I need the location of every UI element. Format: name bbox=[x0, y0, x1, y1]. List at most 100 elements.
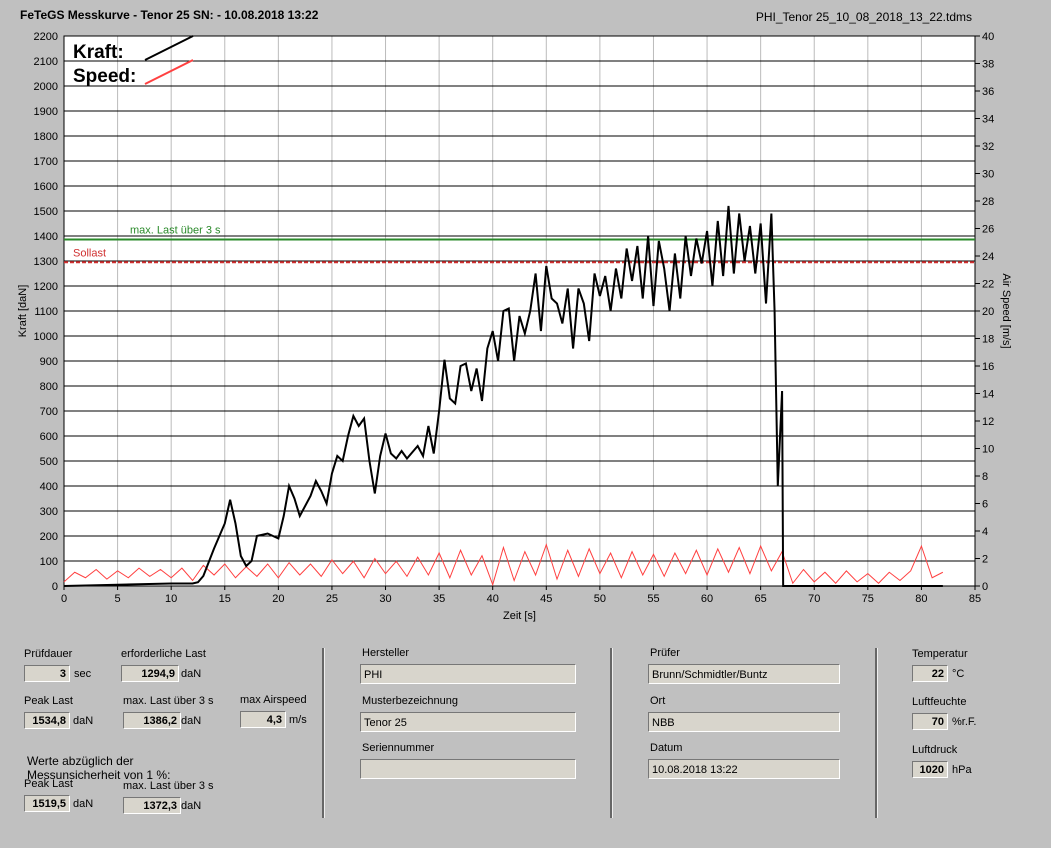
y-tick-label: 800 bbox=[40, 381, 58, 393]
y-tick-label: 1500 bbox=[34, 206, 58, 218]
field-unit: °C bbox=[952, 668, 965, 680]
y2-tick-label: 34 bbox=[982, 114, 994, 126]
y-tick-label: 100 bbox=[40, 556, 58, 568]
y2-tick-label: 6 bbox=[982, 499, 988, 511]
field-label: max. Last über 3 s bbox=[123, 780, 214, 792]
y2-tick-label: 36 bbox=[982, 86, 994, 98]
field-label: max. Last über 3 s bbox=[123, 695, 214, 707]
field-value: 10.08.2018 13:22 bbox=[648, 759, 840, 779]
y-tick-label: 900 bbox=[40, 356, 58, 368]
y2-tick-label: 16 bbox=[982, 361, 994, 373]
field-label: Ort bbox=[650, 695, 666, 707]
field-value: NBB bbox=[648, 712, 840, 732]
x-tick-label: 5 bbox=[115, 593, 121, 605]
y2-tick-label: 0 bbox=[982, 581, 988, 593]
y2-tick-label: 26 bbox=[982, 224, 994, 236]
y-tick-label: 1200 bbox=[34, 281, 58, 293]
x-tick-label: 30 bbox=[379, 593, 391, 605]
y-tick-label: 200 bbox=[40, 531, 58, 543]
x-tick-label: 10 bbox=[165, 593, 177, 605]
y-tick-label: 2000 bbox=[34, 81, 58, 93]
x-tick-label: 40 bbox=[487, 593, 499, 605]
legend-swatch bbox=[144, 35, 194, 61]
x-tick-label: 50 bbox=[594, 593, 606, 605]
x-tick-label: 20 bbox=[272, 593, 284, 605]
y-tick-label: 1800 bbox=[34, 131, 58, 143]
x-tick-label: 80 bbox=[915, 593, 927, 605]
legend-swatch bbox=[144, 59, 194, 85]
y-tick-label: 2200 bbox=[34, 31, 58, 43]
x-tick-label: 60 bbox=[701, 593, 713, 605]
field-label: Hersteller bbox=[362, 647, 410, 659]
data-line bbox=[63, 543, 944, 587]
field-value: 4,3 bbox=[240, 711, 286, 728]
x-tick-label: 15 bbox=[219, 593, 231, 605]
y2-axis-label: Air Speed [m/s] bbox=[1000, 273, 1012, 348]
y-tick-label: 300 bbox=[40, 506, 58, 518]
data-line bbox=[63, 205, 943, 587]
field-unit: sec bbox=[74, 668, 92, 680]
field-label: Musterbezeichnung bbox=[362, 695, 459, 707]
x-tick-label: 0 bbox=[61, 593, 67, 605]
window-title: FeTeGS Messkurve - Tenor 25 SN: - 10.08.… bbox=[20, 8, 319, 22]
reference-label: Sollast bbox=[73, 247, 106, 259]
field-value: 1386,2 bbox=[123, 712, 181, 729]
field-value: 3 bbox=[24, 665, 70, 682]
y2-tick-label: 10 bbox=[982, 444, 994, 456]
y-tick-label: 1900 bbox=[34, 106, 58, 118]
x-axis-label: Zeit [s] bbox=[503, 610, 536, 622]
separator bbox=[322, 648, 325, 818]
x-tick-label: 35 bbox=[433, 593, 445, 605]
y2-tick-label: 24 bbox=[982, 251, 994, 263]
y2-tick-label: 20 bbox=[982, 306, 994, 318]
field-label: Prüfer bbox=[650, 647, 680, 659]
field-label: Prüfdauer bbox=[24, 648, 73, 660]
y2-tick-label: 18 bbox=[982, 334, 994, 346]
y-tick-label: 1400 bbox=[34, 231, 58, 243]
y2-tick-label: 38 bbox=[982, 59, 994, 71]
field-label: Peak Last bbox=[24, 695, 73, 707]
field-unit: daN bbox=[73, 715, 94, 727]
y2-tick-label: 32 bbox=[982, 141, 994, 153]
field-unit: hPa bbox=[952, 764, 972, 776]
y-tick-label: 1000 bbox=[34, 331, 58, 343]
field-value: PHI bbox=[360, 664, 576, 684]
y-tick-label: 400 bbox=[40, 481, 58, 493]
y-tick-label: 700 bbox=[40, 406, 58, 418]
chart: FeTeGS Messkurve - Tenor 25 SN: - 10.08.… bbox=[17, 8, 1012, 622]
field-unit: daN bbox=[181, 715, 202, 727]
y2-tick-label: 30 bbox=[982, 169, 994, 181]
y2-tick-label: 12 bbox=[982, 416, 994, 428]
note: Messunsicherheit von 1 %: bbox=[27, 768, 171, 782]
y-tick-label: 500 bbox=[40, 456, 58, 468]
field-value: 22 bbox=[912, 665, 948, 682]
y2-tick-label: 14 bbox=[982, 389, 994, 401]
note: Werte abzüglich der bbox=[27, 754, 134, 768]
file-name: PHI_Tenor 25_10_08_2018_13_22.tdms bbox=[756, 10, 972, 24]
x-tick-label: 55 bbox=[647, 593, 659, 605]
y2-tick-label: 22 bbox=[982, 279, 994, 291]
field-label: Peak Last bbox=[24, 778, 73, 790]
x-tick-label: 70 bbox=[808, 593, 820, 605]
y-tick-label: 1100 bbox=[34, 306, 58, 318]
field-value: 1519,5 bbox=[24, 795, 70, 812]
y2-tick-label: 2 bbox=[982, 554, 988, 566]
y-tick-label: 0 bbox=[52, 581, 58, 593]
legend-label: Kraft: bbox=[73, 42, 124, 63]
y-tick-label: 1700 bbox=[34, 156, 58, 168]
y-tick-label: 2100 bbox=[34, 56, 58, 68]
y2-tick-label: 28 bbox=[982, 196, 994, 208]
field-value: 1294,9 bbox=[121, 665, 179, 682]
field-value: 1534,8 bbox=[24, 712, 70, 729]
separator bbox=[610, 648, 613, 818]
plot-frame bbox=[63, 35, 976, 587]
field-label: max Airspeed bbox=[240, 694, 307, 706]
y-tick-label: 1600 bbox=[34, 181, 58, 193]
field-unit: daN bbox=[181, 800, 202, 812]
field-value: 70 bbox=[912, 713, 948, 730]
field-label: Seriennummer bbox=[362, 742, 435, 754]
y2-tick-label: 8 bbox=[982, 471, 988, 483]
field-unit: m/s bbox=[289, 714, 307, 726]
field-label: Temperatur bbox=[912, 648, 968, 660]
